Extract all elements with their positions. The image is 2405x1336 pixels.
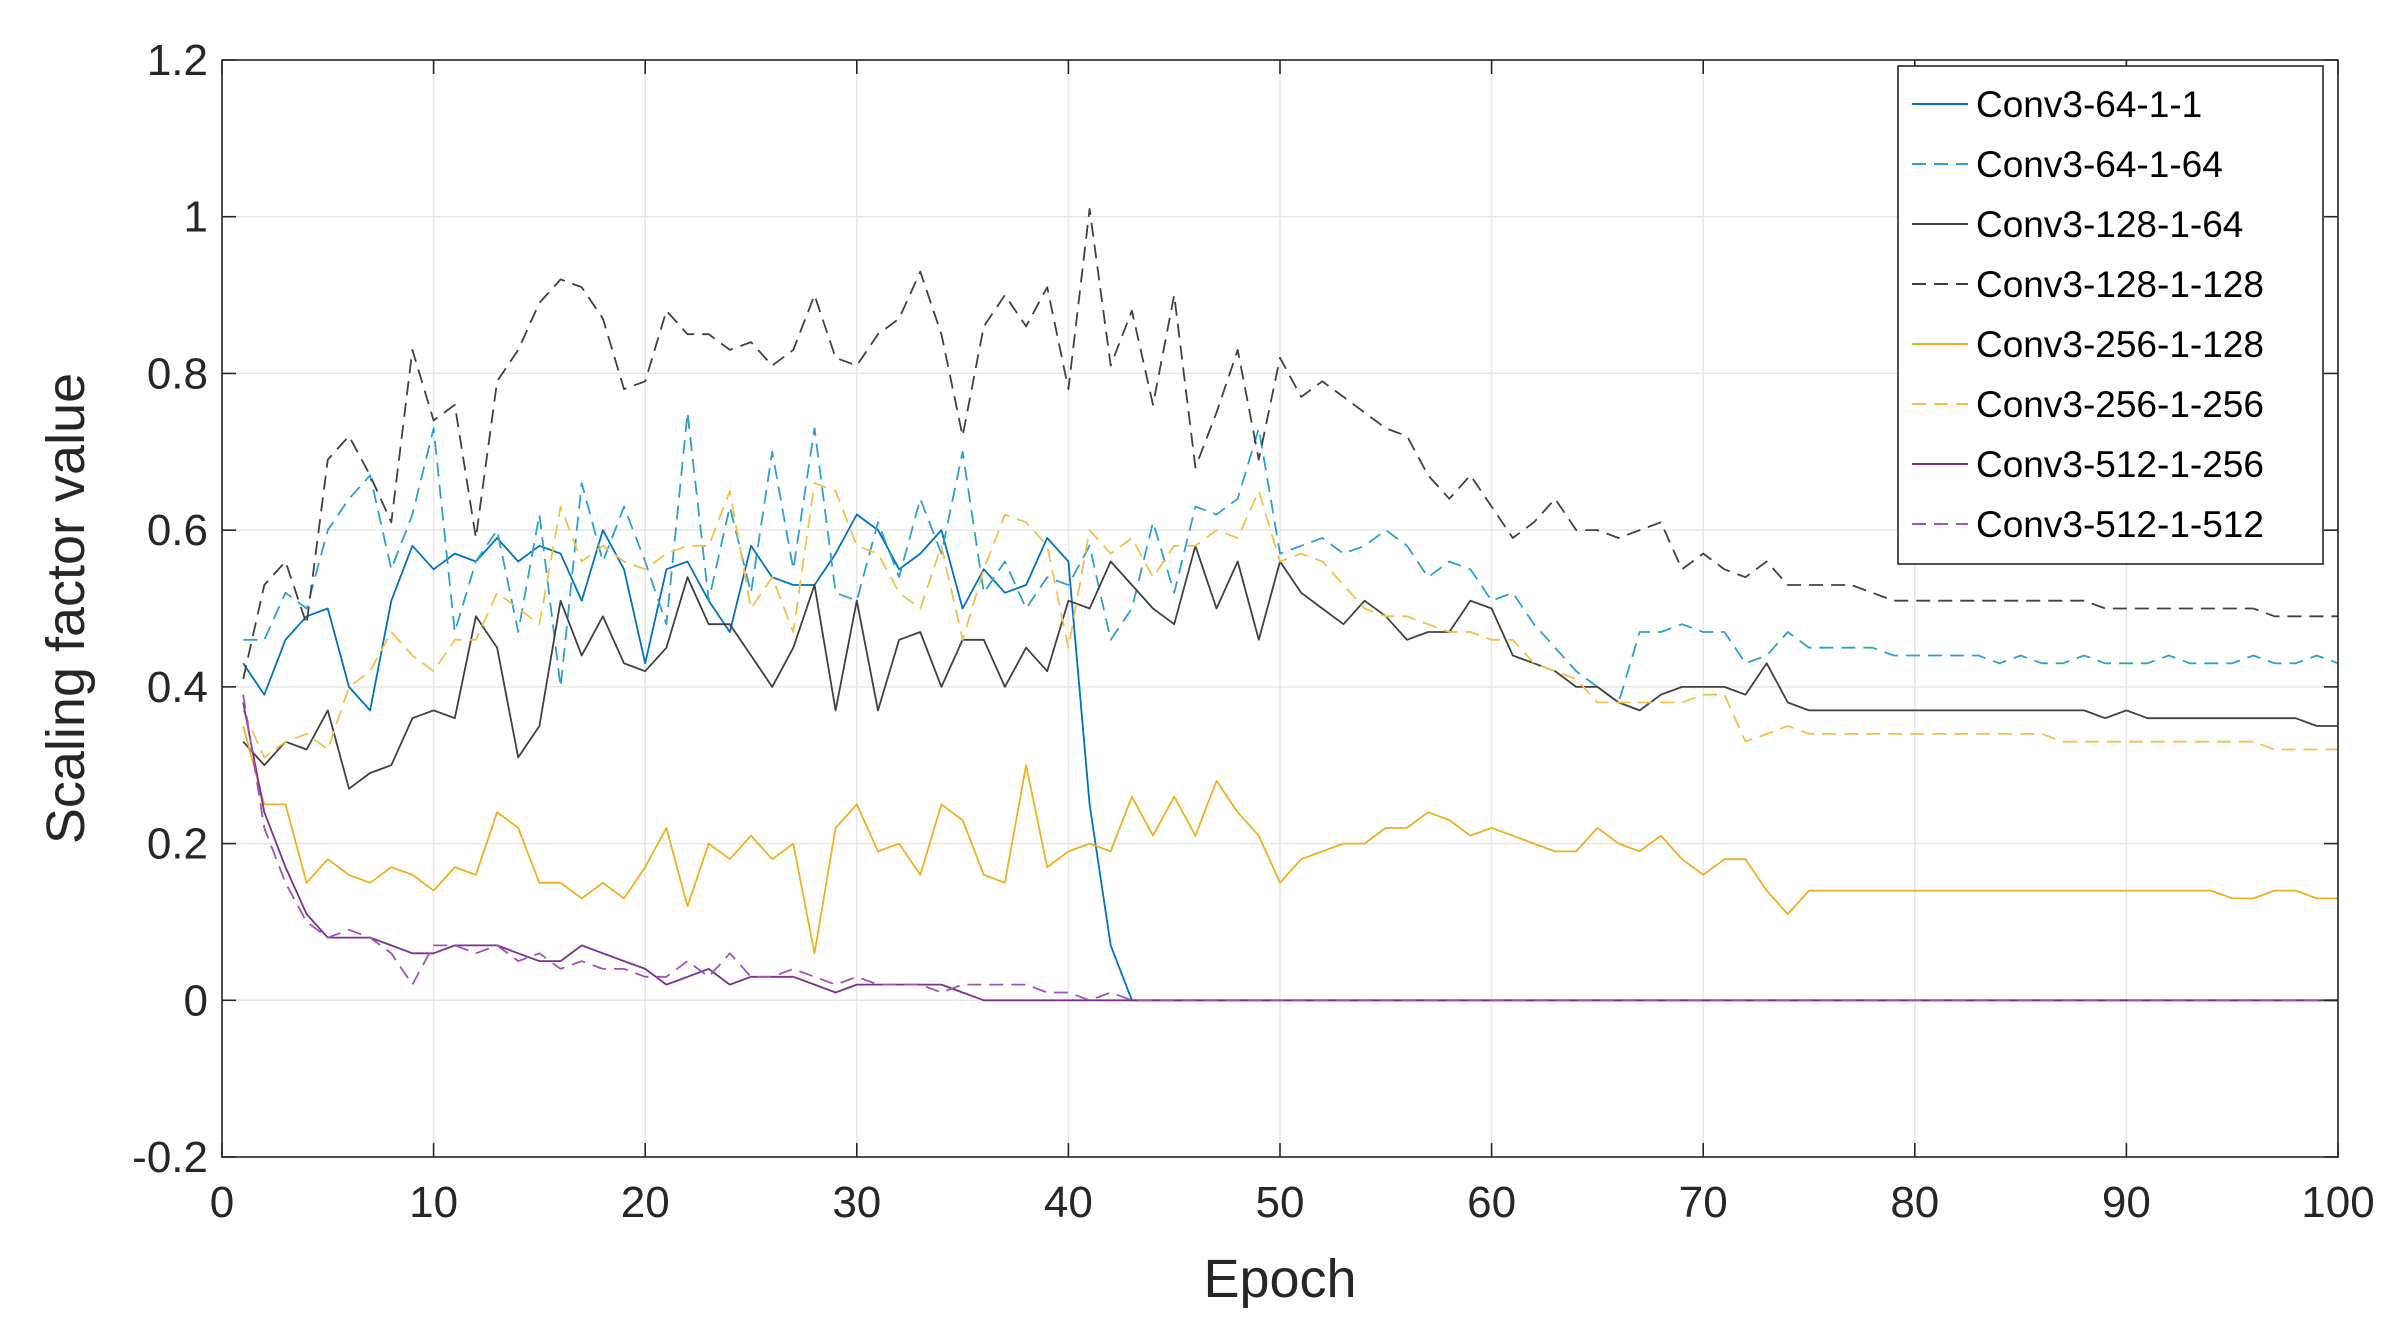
legend: Conv3-64-1-1 Conv3-64-1-64 Conv3-128-1-64 C… [1897,65,2324,565]
y-tick-label: 0.2 [147,820,208,869]
y-tick-label: 0.8 [147,349,208,398]
series-lines [242,207,2339,1002]
x-tick-label: 70 [1679,1178,1728,1227]
legend-label: Conv3-256-1-128 [1976,324,2264,365]
x-axis-label: Epoch [1203,1249,1356,1309]
y-tick-label: 1 [184,193,208,242]
x-tick-label: 20 [621,1178,670,1227]
series-line-conv3-256-1-128 [242,725,2338,955]
legend-label: Conv3-64-1-64 [1976,144,2223,185]
y-tick-label: 0 [184,976,208,1025]
series-line-conv3-64-1-64 [243,411,2339,704]
x-tick-label: 80 [1890,1178,1939,1227]
y-tick-label: 0.6 [147,506,208,555]
x-tick-label: 0 [210,1178,234,1227]
x-tick-label: 60 [1467,1178,1516,1227]
legend-label: Conv3-128-1-64 [1976,204,2243,245]
legend-label: Conv3-256-1-256 [1976,384,2264,425]
series-line-conv3-128-1-128 [242,207,2338,680]
y-axis-label: Scaling factor value [36,373,96,844]
x-axis-ticks: 0 10 20 30 40 50 60 70 80 90 100 [210,60,2375,1227]
x-tick-label: 40 [1044,1178,1093,1227]
x-tick-label: 30 [832,1178,881,1227]
series-line-conv3-256-1-256 [242,482,2338,759]
series-line-conv3-512-1-256 [242,702,2338,1002]
legend-label: Conv3-64-1-1 [1976,84,2202,125]
series-line-conv3-128-1-64 [242,544,2338,790]
x-tick-label: 90 [2102,1178,2151,1227]
legend-label: Conv3-128-1-128 [1976,264,2264,305]
x-tick-label: 10 [409,1178,458,1227]
legend-label: Conv3-512-1-512 [1976,504,2264,545]
y-tick-label: -0.2 [132,1133,208,1182]
y-axis-ticks: -0.2 0 0.2 0.4 0.6 0.8 1 1.2 [132,36,2338,1182]
legend-label: Conv3-512-1-256 [1976,444,2264,485]
legend-box [1897,65,2324,565]
x-tick-label: 100 [2301,1178,2374,1227]
y-tick-label: 1.2 [147,36,208,85]
x-tick-label: 50 [1256,1178,1305,1227]
y-tick-label: 0.4 [147,663,208,712]
